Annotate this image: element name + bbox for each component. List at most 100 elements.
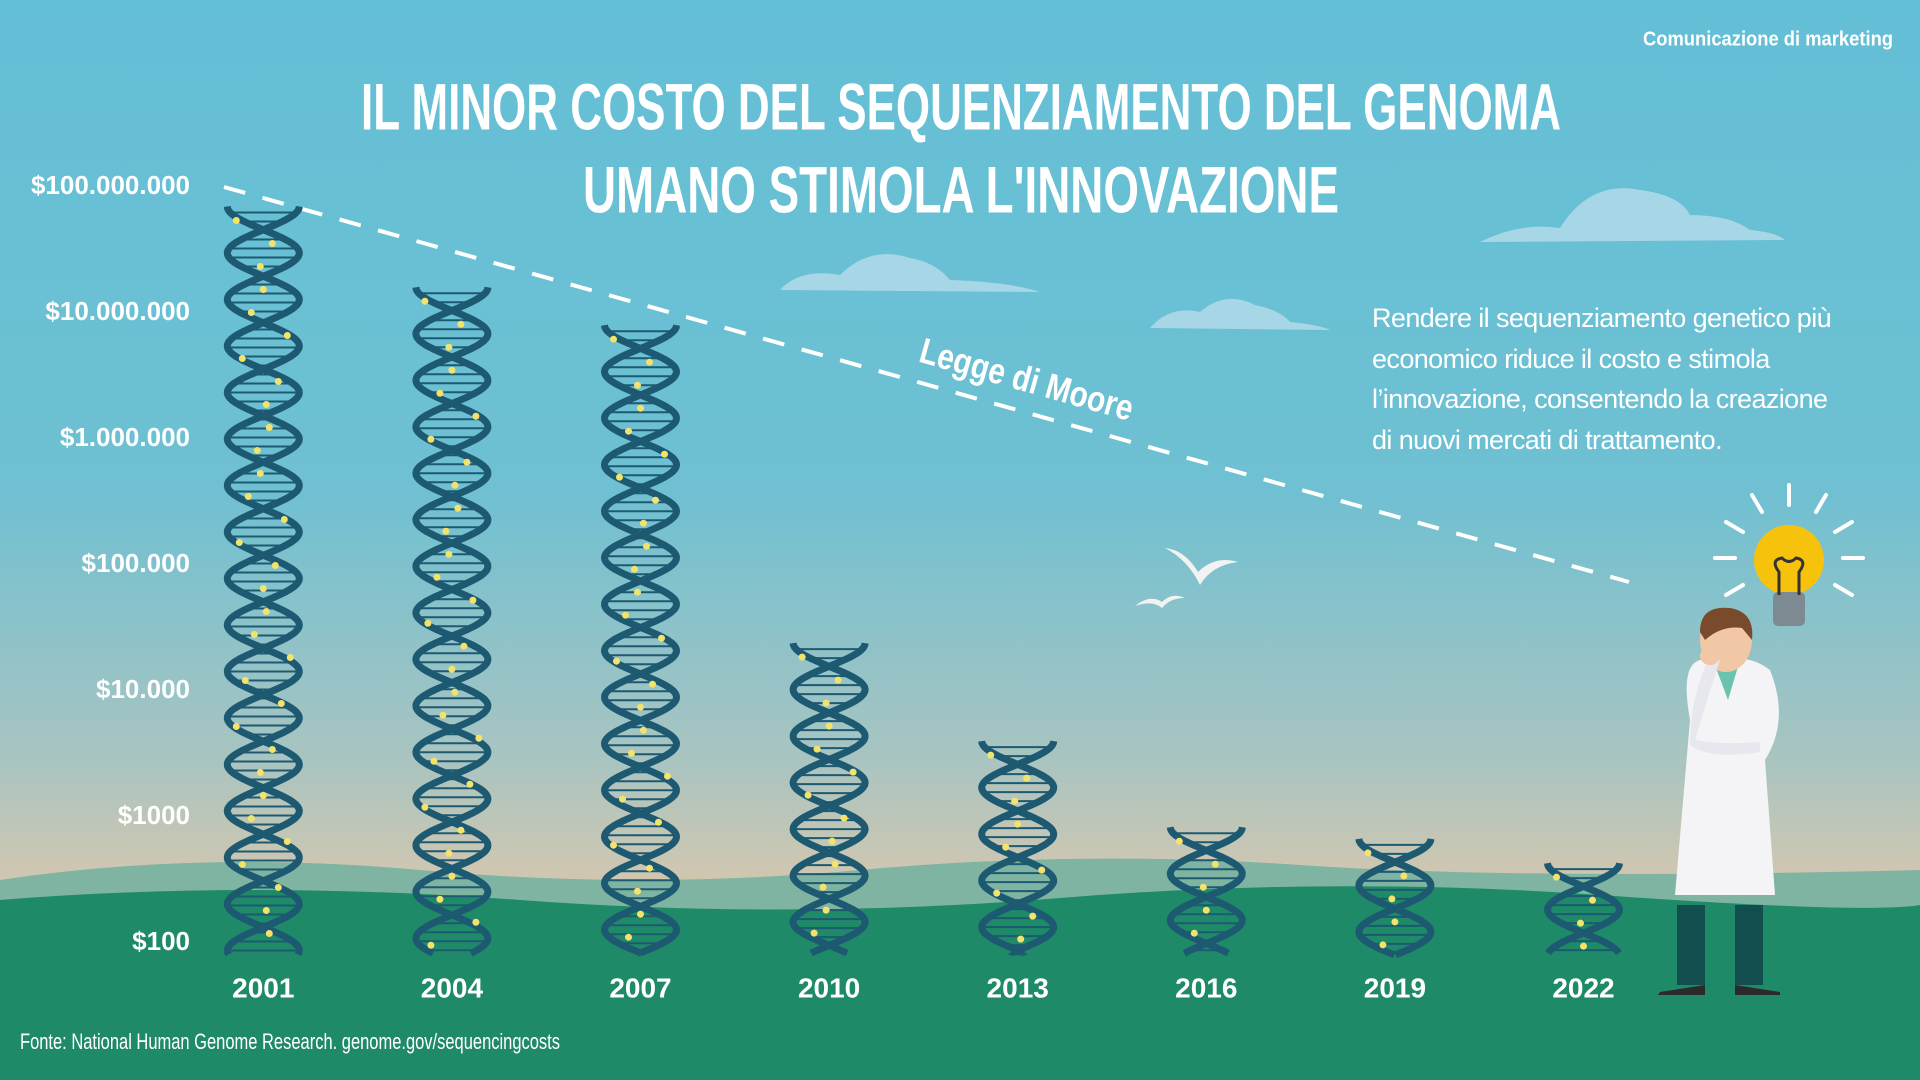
dna-dot (825, 722, 833, 730)
chart-title: UMANO STIMOLA L'INNOVAZIONE (583, 152, 1339, 226)
dna-dot (634, 381, 641, 389)
dna-dot (256, 470, 264, 478)
dna-dot (1211, 860, 1219, 868)
scientist (1658, 607, 1780, 995)
dna-dot (1175, 837, 1183, 845)
dna-bar (1166, 826, 1246, 957)
dna-dot (813, 745, 821, 753)
chart-title: IL MINOR COSTO DEL SEQUENZIAMENTO DEL GE… (361, 69, 1561, 143)
cloud (1480, 188, 1785, 242)
dna-dot (652, 496, 659, 504)
y-tick-label: $100 (132, 926, 190, 956)
cloud (1150, 298, 1330, 330)
x-tick-label: 2013 (987, 972, 1049, 1003)
dna-strand (412, 286, 492, 957)
x-tick-label: 2022 (1552, 972, 1614, 1003)
dna-dot (798, 653, 806, 661)
dna-dot (1391, 918, 1399, 926)
dna-dot (819, 883, 827, 891)
bird (1165, 548, 1238, 585)
dna-dot (265, 930, 273, 938)
dna-strand (978, 740, 1058, 957)
x-tick-label: 2004 (421, 972, 484, 1003)
dna-dot (448, 665, 456, 673)
dna-strand (789, 642, 869, 957)
dna-dot (274, 884, 282, 892)
dna-dot (259, 792, 267, 800)
dna-strand (978, 740, 1058, 957)
dna-dot (1002, 843, 1010, 851)
dna-bar (412, 286, 492, 957)
dna-dot (804, 791, 812, 799)
dna-strand (600, 324, 681, 957)
dna-dot (262, 608, 270, 616)
dna-dot (268, 240, 276, 248)
moore-line (223, 185, 1630, 584)
dna-strand (600, 324, 681, 957)
dna-dot (247, 815, 255, 823)
dna-dot (1577, 919, 1584, 927)
dna-dot (466, 780, 474, 788)
dna-dot (457, 826, 465, 834)
dna-dot (658, 634, 665, 642)
dna-dot (619, 795, 626, 803)
dna-dot (265, 424, 273, 432)
dna-dot (1400, 872, 1408, 880)
dna-strand (412, 286, 492, 957)
dna-dot (256, 769, 264, 777)
dna-dot (649, 680, 656, 688)
dna-dot (661, 450, 668, 458)
dna-dot (637, 910, 644, 918)
description: Rendere il sequenziamento genetico più e… (1372, 303, 1832, 455)
dna-dot (427, 941, 435, 949)
dna-bar (600, 324, 681, 957)
dna-strand (789, 642, 869, 957)
dna-dot (232, 217, 240, 225)
dna-dot (810, 929, 818, 937)
dna-dot (256, 263, 264, 271)
dna-dot (250, 631, 258, 639)
dna-dot (1023, 774, 1031, 782)
dna-bar (1355, 838, 1435, 959)
dna-dot (475, 734, 483, 742)
dna-dot (232, 723, 240, 731)
cloud (780, 254, 1040, 292)
dna-dot (625, 933, 632, 941)
lightbulb (1713, 483, 1865, 597)
dna-dot (1011, 797, 1019, 805)
dna-dot (1199, 883, 1207, 891)
dna-dot (286, 654, 294, 662)
dna-dot (433, 573, 441, 581)
dna-dot (1202, 906, 1210, 914)
dna-dot (445, 343, 453, 351)
dna-dot (283, 838, 291, 846)
dna-strand (1355, 838, 1435, 959)
dna-dot (436, 389, 444, 397)
dna-dot (840, 814, 848, 822)
dna-dot (637, 404, 644, 412)
x-tick-label: 2010 (798, 972, 860, 1003)
dna-dot (460, 642, 468, 650)
dna-dot (424, 619, 432, 627)
dna-dot (610, 335, 617, 343)
dna-dot (1379, 941, 1387, 949)
y-tick-label: $1000 (118, 800, 190, 830)
dna-dot (646, 864, 653, 872)
dna-bar (1543, 862, 1624, 956)
dna-dot (421, 297, 429, 305)
x-tick-label: 2016 (1175, 972, 1237, 1003)
dna-dot (849, 768, 857, 776)
source: Fonte: National Human Genome Research. g… (20, 1029, 560, 1054)
dna-dot (238, 861, 246, 869)
y-tick-label: $10.000.000 (45, 296, 190, 326)
dna-dot (457, 320, 465, 328)
dna-dot (1553, 873, 1560, 881)
ground (0, 886, 1920, 1080)
dna-dot (831, 860, 839, 868)
dna-dot (259, 286, 267, 294)
filament (1773, 556, 1805, 595)
dna-dot (625, 427, 632, 435)
dna-dot (613, 657, 620, 665)
